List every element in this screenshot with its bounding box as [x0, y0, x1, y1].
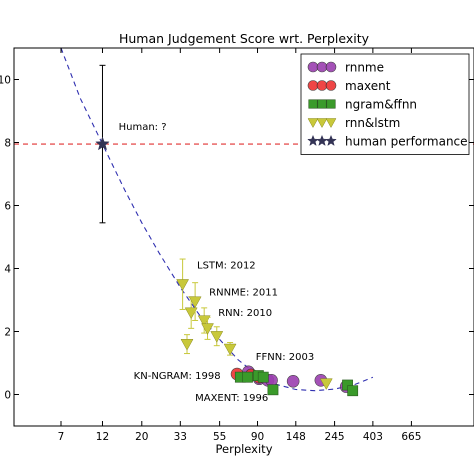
x-axis: 7 12 20 33 55 90 148 245 403 665: [58, 48, 421, 443]
data-point: [210, 331, 224, 343]
legend-label: ngram&ffnn: [345, 98, 417, 112]
x-tick-label: 33: [174, 431, 187, 443]
annotation-label: FFNN: 2003: [256, 352, 314, 363]
x-tick-label: 403: [363, 431, 383, 443]
y-tick-label: 6: [4, 201, 11, 213]
data-point: [176, 279, 190, 291]
data-point: [242, 371, 253, 383]
x-tick-label: 665: [401, 431, 421, 443]
x-tick-label: 7: [58, 431, 65, 443]
data-point: [223, 343, 237, 356]
legend-entry: rnnme: [307, 61, 384, 75]
legend-marker: [325, 80, 337, 91]
y-tick-label: 8: [4, 138, 11, 150]
data-point: [180, 339, 194, 351]
x-tick-label: 148: [286, 431, 306, 443]
legend: rnnme maxent ngram&ffnn rnn&lstm human perfo…: [300, 53, 470, 155]
data-point: [184, 307, 198, 320]
fit-curve: [60, 48, 374, 392]
legend-marker: [308, 99, 318, 109]
annotation-label: Human: ?: [119, 122, 167, 133]
annotation-label: RNNME: 2011: [209, 287, 278, 298]
legend-marker: [316, 118, 328, 129]
legend-marker: [307, 118, 319, 129]
legend-label: rnn&lstm: [345, 116, 400, 130]
x-tick-label: 12: [96, 431, 109, 443]
legend-marker: [325, 61, 337, 73]
x-tick-label: 245: [325, 431, 345, 443]
annotation-label: KN-NGRAM: 1998: [134, 371, 221, 382]
plot-area: [14, 48, 474, 397]
y-tick-label: 4: [4, 264, 11, 276]
legend-marker: [316, 61, 328, 73]
y-tick-label: 2: [4, 327, 11, 339]
data-point: [188, 296, 202, 309]
data-point: [319, 378, 333, 390]
y-tick-label: 0: [4, 390, 11, 402]
x-tick-label: 55: [213, 431, 226, 443]
plot-frame: [13, 47, 474, 427]
data-point: [347, 385, 359, 397]
x-tick-label: 20: [135, 431, 148, 443]
legend-marker: [325, 134, 337, 146]
y-axis: 0 2 4 6 8 10: [0, 75, 474, 402]
annotations: Human: ? LSTM: 2012 RNNME: 2011 RNN: 2010 FF…: [119, 122, 315, 404]
data-point: [95, 136, 110, 151]
legend-marker: [316, 80, 328, 91]
legend-marker: [317, 99, 327, 109]
annotation-label: RNN: 2010: [218, 308, 272, 319]
y-tick-label: 10: [0, 75, 11, 87]
data-point: [201, 323, 214, 335]
annotation-label: MAXENT: 1996: [195, 393, 268, 404]
legend-entry: human performance: [307, 134, 468, 149]
annotation-label: LSTM: 2012: [197, 261, 256, 272]
x-tick-label: 90: [251, 431, 264, 443]
legend-marker: [325, 118, 337, 129]
legend-entry: ngram&ffnn: [308, 98, 417, 112]
series-rnn-lstm: [176, 258, 333, 390]
x-axis-label: Perplexity: [215, 442, 272, 456]
chart-title: Human Judgement Score wrt. Perplexity: [119, 31, 370, 46]
data-point: [286, 374, 300, 388]
legend-entry: rnn&lstm: [307, 116, 400, 130]
legend-entry: maxent: [307, 79, 391, 93]
data-point: [257, 371, 269, 383]
series-human-performance: [95, 64, 110, 224]
legend-marker: [307, 80, 319, 91]
series-ngram-ffnn: [234, 370, 359, 397]
legend-label: maxent: [345, 79, 391, 93]
legend-marker: [307, 61, 319, 73]
legend-marker: [326, 99, 336, 109]
legend-label: rnnme: [345, 61, 384, 75]
data-point: [267, 384, 279, 396]
legend-label: human performance: [345, 135, 468, 149]
